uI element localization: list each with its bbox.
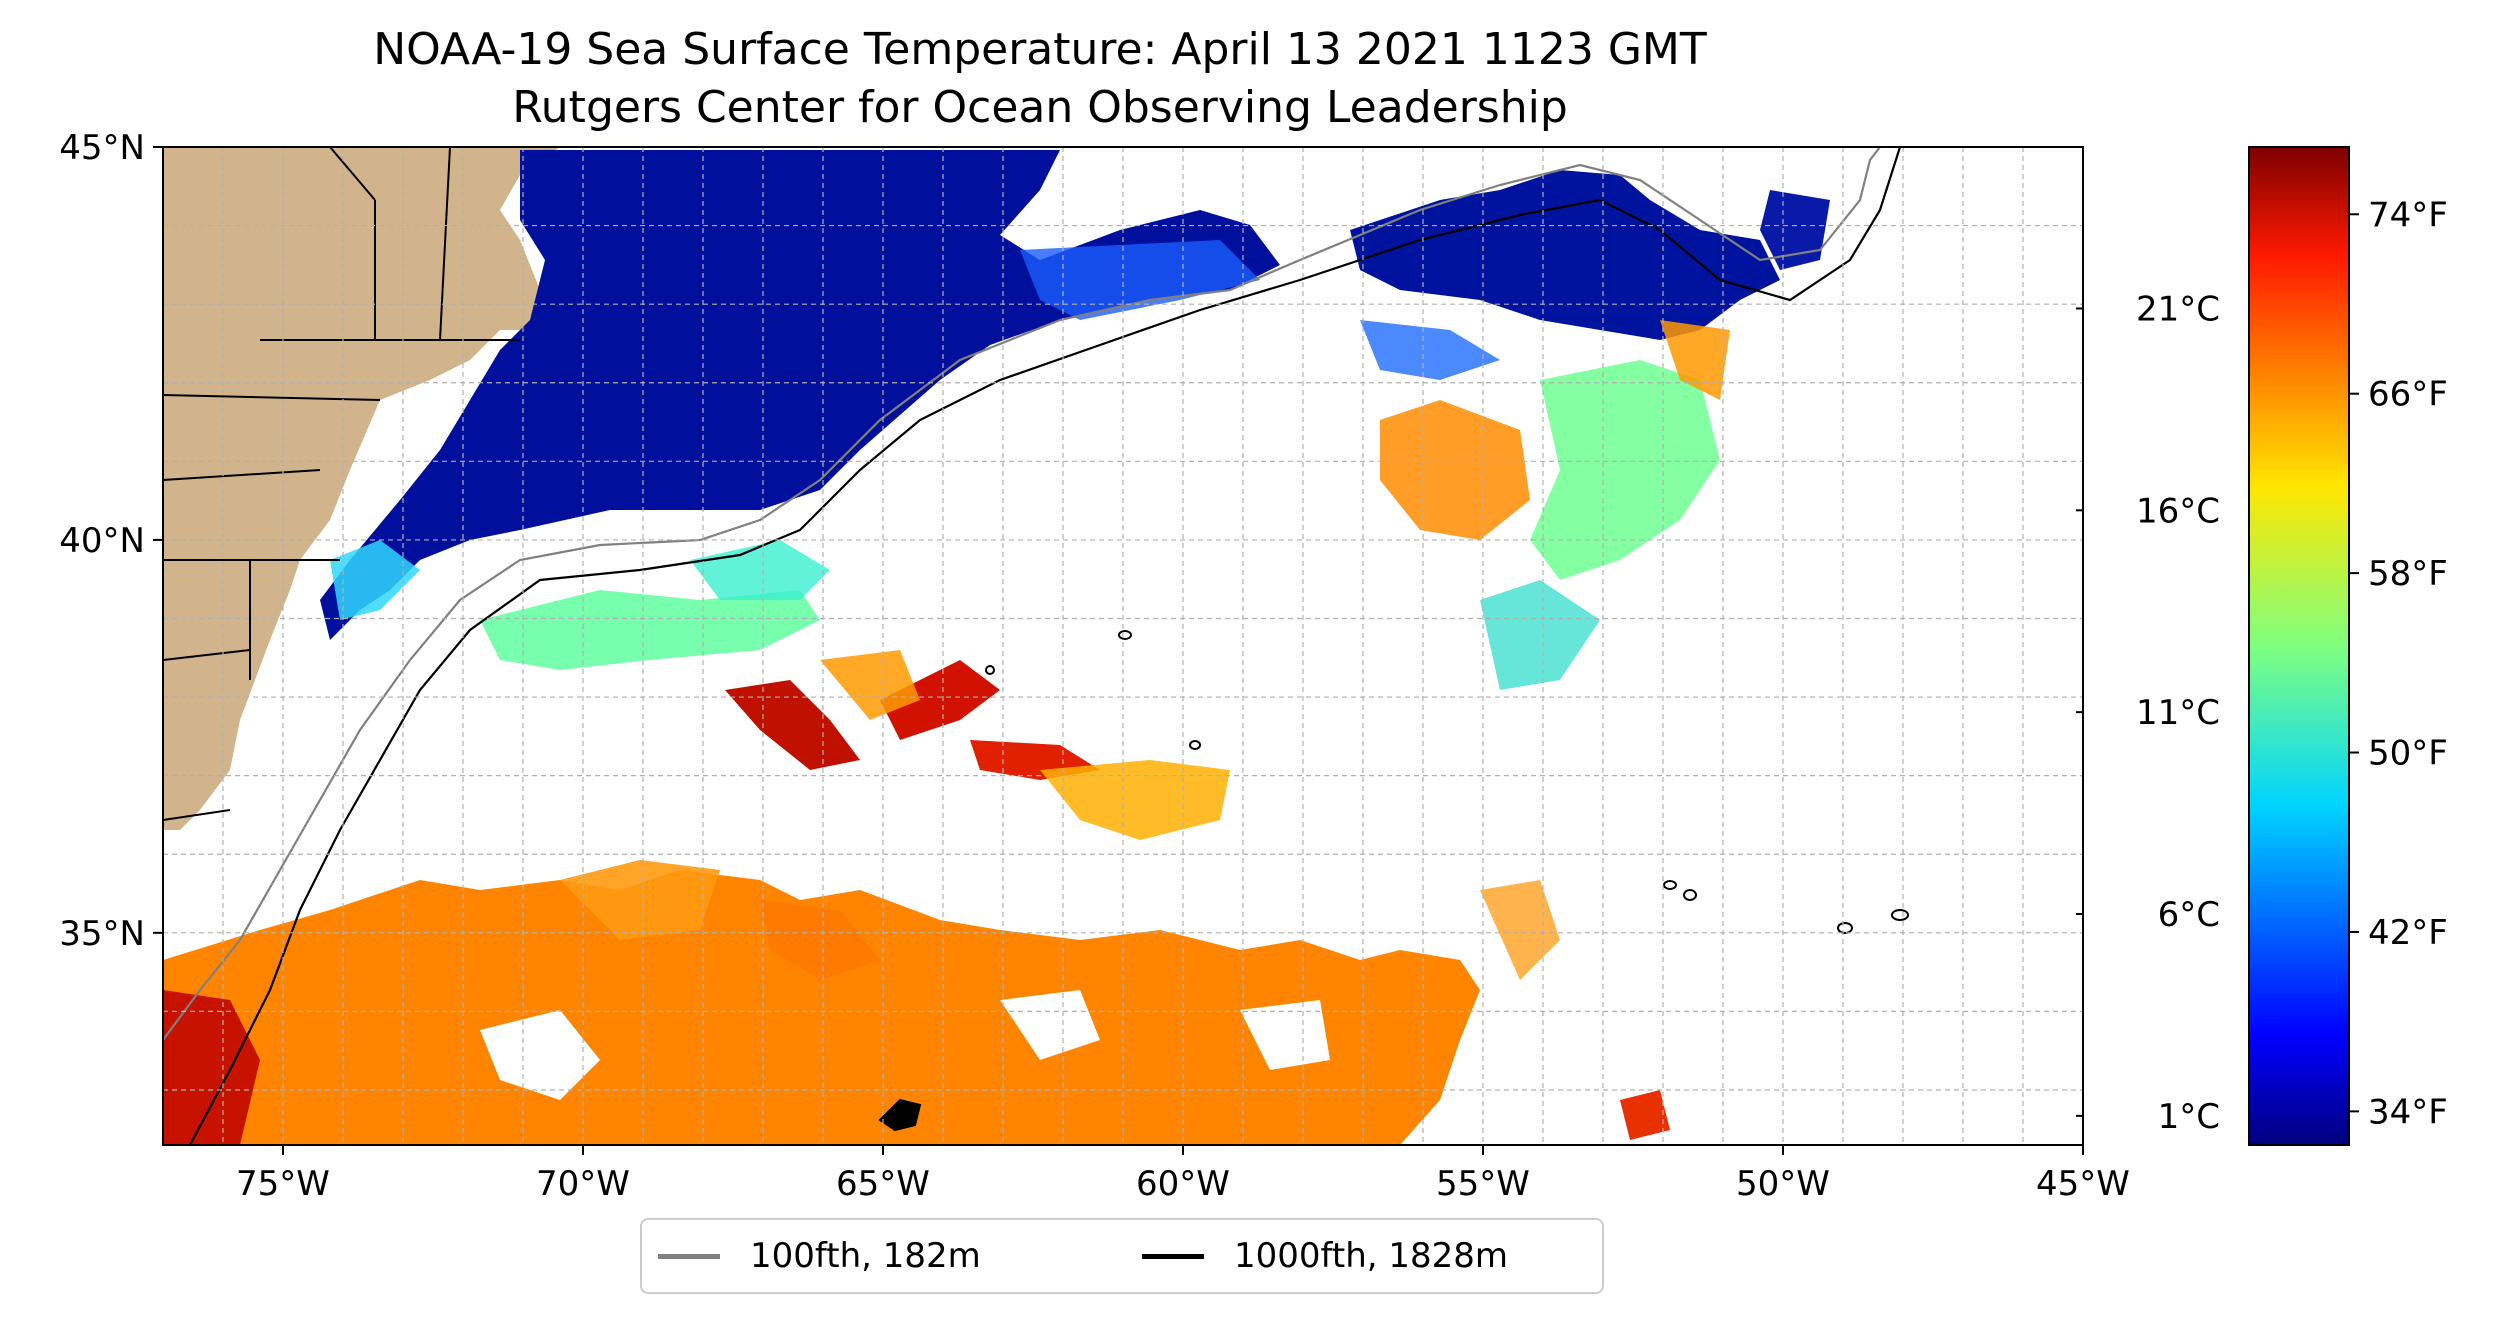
seamount-outline (1837, 922, 1853, 934)
legend-item-1000fth: 1000fth, 1828m (1142, 1220, 1508, 1292)
legend-line-black (1142, 1253, 1204, 1259)
sst-hot-patch (1620, 1090, 1670, 1140)
colorbar-label-f: 50°F (2368, 734, 2448, 774)
sst-cold-offshore (1350, 170, 1780, 340)
map-title: NOAA-19 Sea Surface Temperature: April 1… (373, 24, 1707, 75)
y-tick-label: 40°N (59, 521, 145, 561)
colorbar-label-f: 34°F (2368, 1092, 2448, 1132)
sst-gulfstream-1 (725, 680, 860, 770)
map-panel: 75°W 70°W 65°W 60°W 55°W 50°W 45°W 45°N 40°N 35°N (59, 128, 2130, 1204)
x-tick-label: 50°W (1736, 1164, 1830, 1204)
bermuda-outline (878, 1098, 922, 1132)
sst-cyan-band (330, 540, 420, 620)
x-tick-label: 45°W (2036, 1164, 2130, 1204)
cloud-gap-2 (1000, 990, 1100, 1060)
legend-label: 1000fth, 1828m (1234, 1236, 1509, 1276)
legend-item-100fth: 100fth, 182m (658, 1220, 981, 1292)
sst-warm-south-2 (560, 860, 720, 940)
colorbar-label-f: 74°F (2368, 195, 2448, 235)
x-tick-label: 70°W (536, 1164, 630, 1204)
sst-warm-south (163, 870, 1480, 1145)
sst-warm-east-2 (1530, 360, 1720, 580)
sst-warm-east-1 (1380, 400, 1530, 540)
seamount-outline (1891, 909, 1909, 921)
y-tick-label: 45°N (59, 128, 145, 168)
map-subtitle: Rutgers Center for Ocean Observing Leade… (512, 82, 1568, 133)
colorbar-frame (2248, 146, 2350, 1146)
legend-label: 100fth, 182m (750, 1236, 981, 1276)
sst-warm-east-3 (1660, 320, 1730, 400)
legend-line-gray (658, 1253, 720, 1259)
contour-1000fth (189, 147, 1902, 1145)
x-tick-label: 65°W (836, 1164, 930, 1204)
colorbar-ticks: 74°F 66°F 58°F 50°F 42°F 34°F 21°C 16°C 11°C 6°C 1… (2076, 195, 2448, 1137)
colorbar-label-c: 6°C (2158, 895, 2220, 935)
grid-lines (162, 146, 2084, 1145)
sst-cyan-band-3 (690, 540, 830, 600)
seamount-outline (1118, 630, 1132, 640)
colorbar-gradient (2249, 147, 2349, 1145)
seamount-outline (985, 665, 995, 675)
contour-legend: 100fth, 182m 1000fth, 1828m (640, 1218, 1604, 1294)
y-tick-label: 35°N (59, 914, 145, 954)
sst-warm-south-4 (1480, 880, 1560, 980)
colorbar-label-f: 42°F (2368, 913, 2448, 953)
sst-cold-east (1760, 190, 1830, 270)
seamount-outline (1189, 740, 1201, 750)
colorbar-label-c: 11°C (2136, 693, 2220, 733)
contour-100fth (163, 147, 1881, 1041)
sst-layer (163, 147, 1909, 1145)
sst-hot-corner (163, 990, 260, 1145)
map-frame (162, 146, 2084, 1146)
colorbar-label-f: 66°F (2368, 375, 2448, 415)
sst-cool-east-4 (1480, 580, 1600, 690)
sst-blue-edge-2 (1360, 320, 1500, 380)
cloud-gap-3 (1240, 1000, 1330, 1070)
sst-blue-edge (1020, 240, 1260, 320)
colorbar-label-c: 1°C (2158, 1097, 2220, 1137)
colorbar: 74°F 66°F 58°F 50°F 42°F 34°F 21°C 16°C 11°C 6°C 1… (2076, 146, 2448, 1146)
axis-ticks: 75°W 70°W 65°W 60°W 55°W 50°W 45°W 45°N 40°N 35°N (59, 128, 2130, 1204)
x-tick-label: 60°W (1136, 1164, 1230, 1204)
sst-gulfstream-2 (880, 660, 1000, 740)
colorbar-label-f: 58°F (2368, 554, 2448, 594)
land-mass (163, 147, 560, 830)
colorbar-label-c: 16°C (2136, 491, 2220, 531)
seamount-outline (1683, 889, 1697, 901)
sst-warm-south-3 (760, 900, 880, 980)
state-borders (163, 147, 520, 821)
x-tick-label: 75°W (236, 1164, 330, 1204)
cloud-gap-1 (480, 1010, 600, 1100)
seamount-outline (1663, 880, 1677, 890)
x-tick-label: 55°W (1436, 1164, 1530, 1204)
sst-gulfstream-3 (820, 650, 920, 720)
sst-cyan-band-2 (480, 590, 820, 670)
colorbar-label-c: 21°C (2136, 289, 2220, 329)
